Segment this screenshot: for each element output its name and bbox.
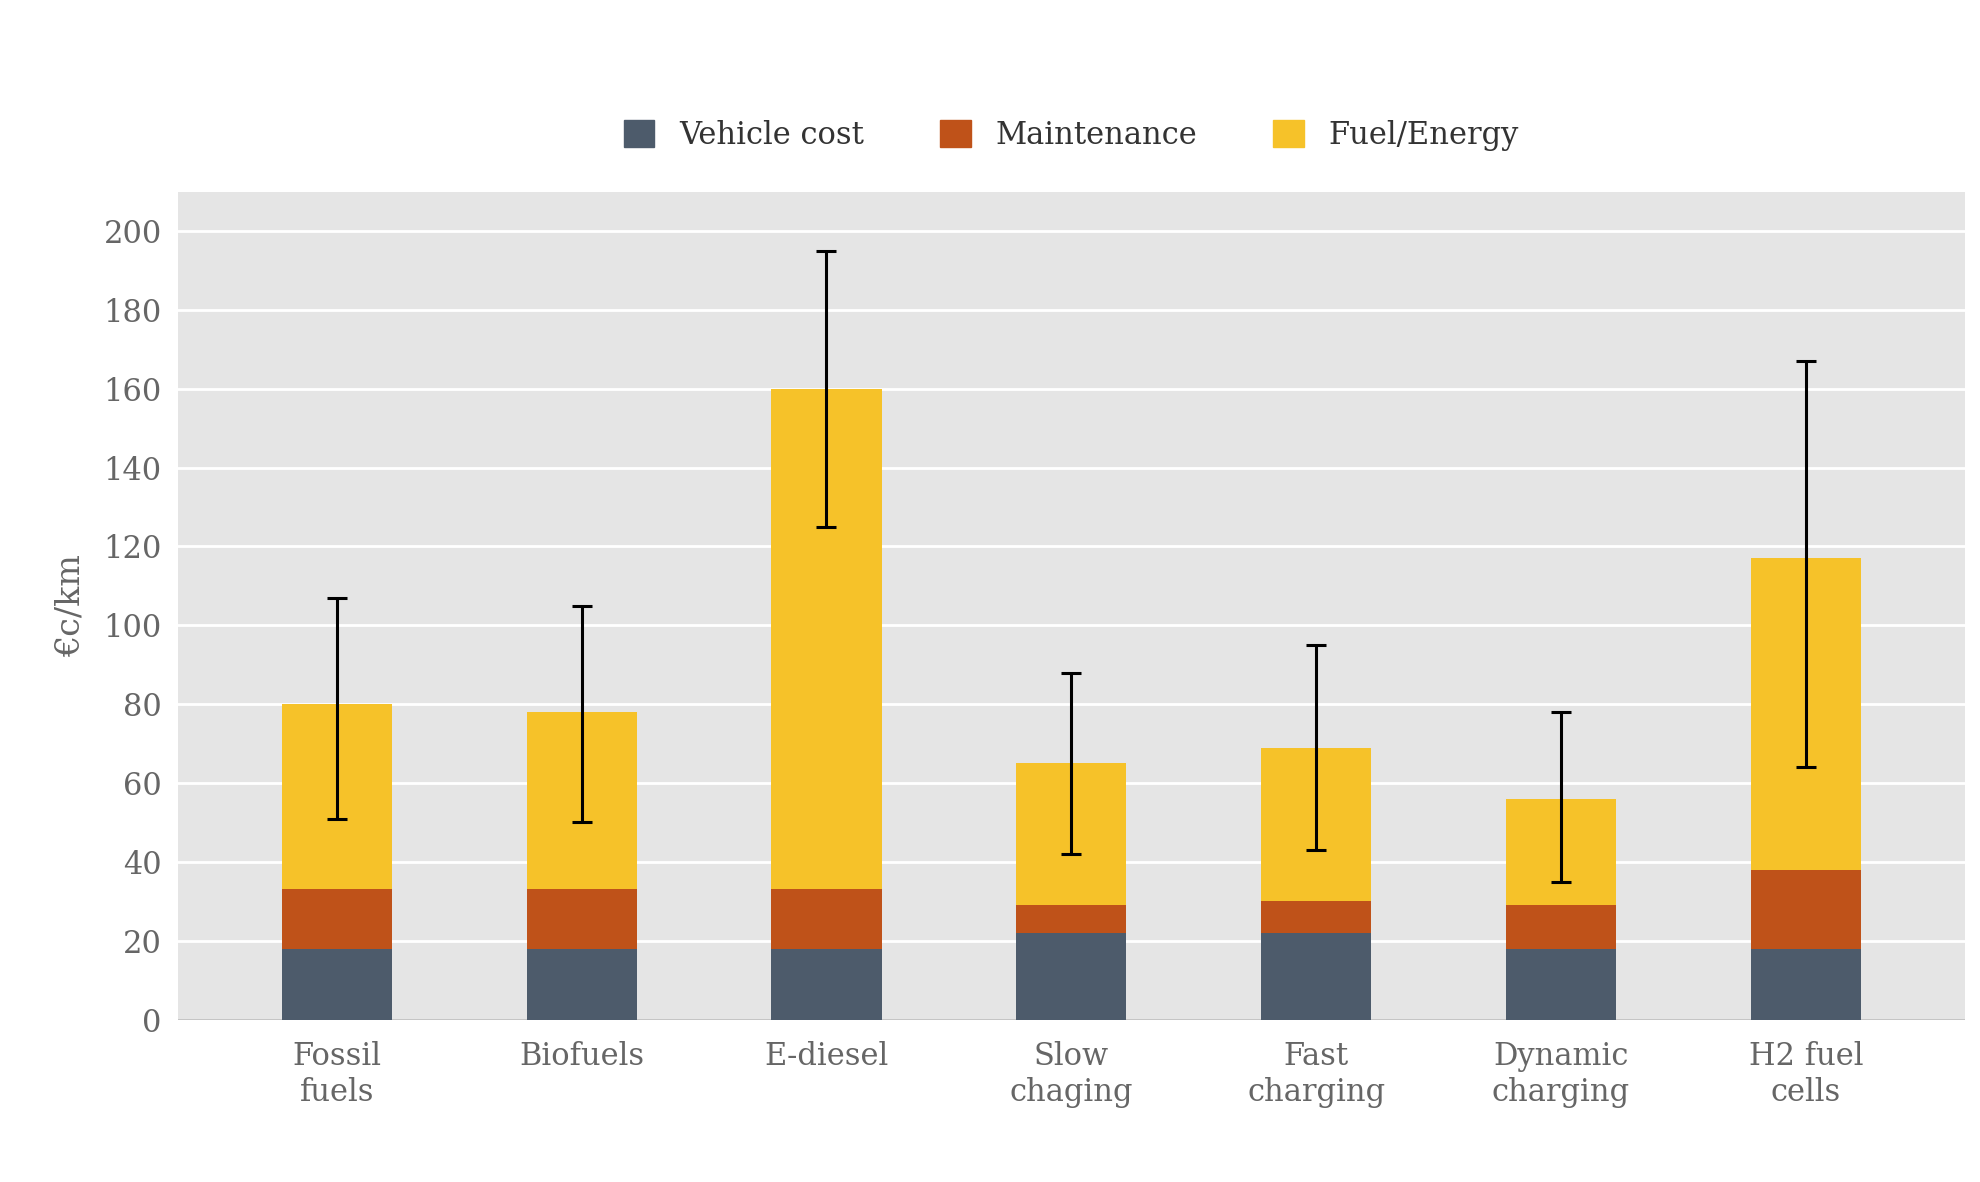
Bar	[1507, 799, 1616, 905]
Bar	[1750, 949, 1861, 1020]
Bar	[1016, 933, 1127, 1020]
Legend: Vehicle cost, Maintenance, Fuel/Energy: Vehicle cost, Maintenance, Fuel/Energy	[612, 108, 1531, 163]
Bar	[1507, 949, 1616, 1020]
Bar	[772, 949, 881, 1020]
Y-axis label: €c/km: €c/km	[55, 554, 87, 657]
Bar	[772, 389, 881, 890]
Bar	[772, 890, 881, 949]
Bar	[1261, 933, 1372, 1020]
Bar	[1507, 905, 1616, 949]
Bar	[1261, 747, 1372, 902]
Bar	[1261, 902, 1372, 933]
Bar	[527, 949, 638, 1020]
Bar	[281, 890, 392, 949]
Bar	[1750, 870, 1861, 949]
Bar	[527, 712, 638, 890]
Bar	[1016, 764, 1127, 905]
Bar	[1750, 558, 1861, 870]
Bar	[281, 704, 392, 890]
Bar	[281, 949, 392, 1020]
Bar	[527, 890, 638, 949]
Bar	[1016, 905, 1127, 933]
